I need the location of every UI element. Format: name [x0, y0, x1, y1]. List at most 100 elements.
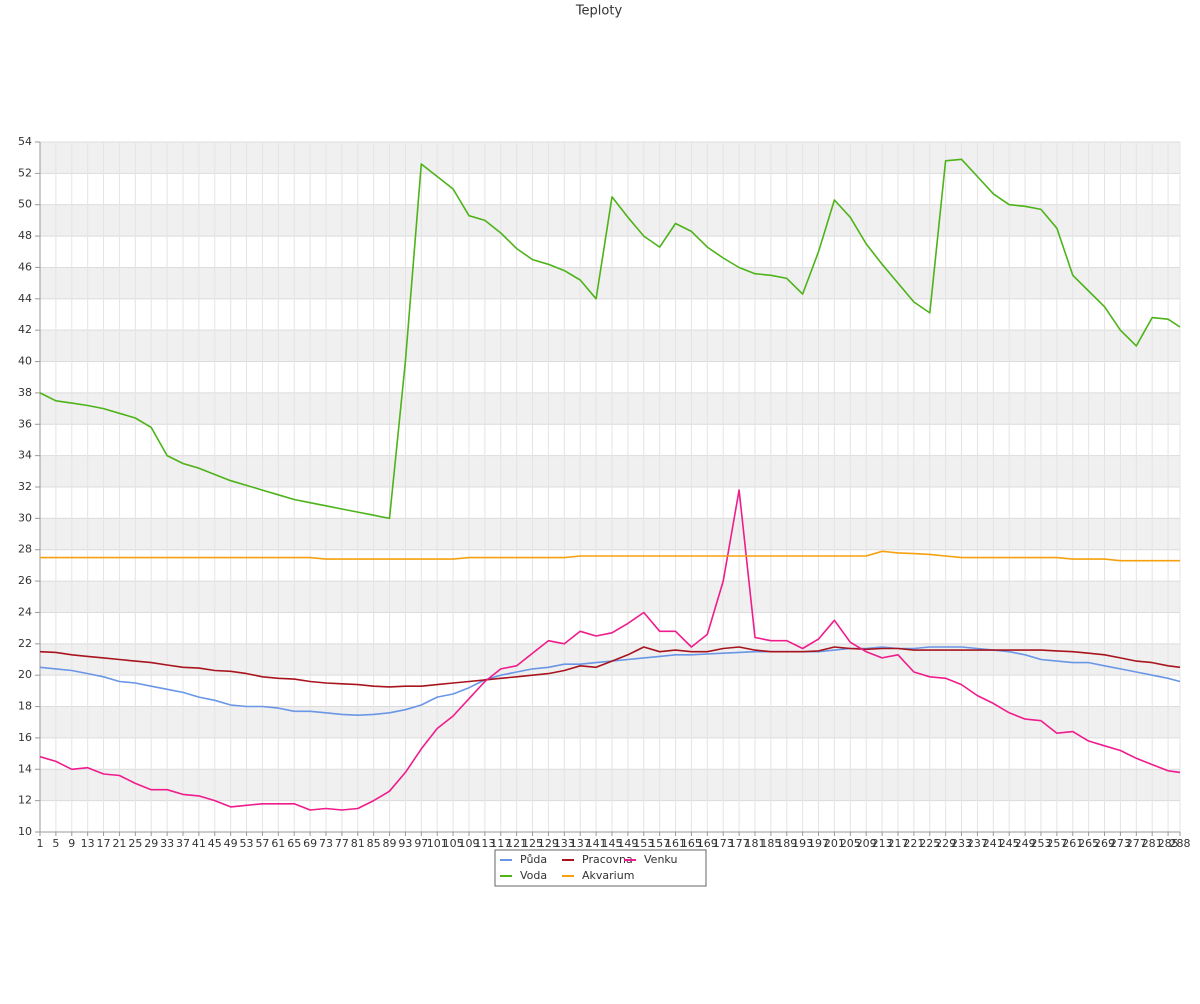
y-tick-label: 18	[18, 700, 32, 713]
series-line	[39, 158, 1181, 520]
y-tick-label: 42	[18, 323, 32, 336]
grid-band	[40, 142, 1180, 174]
x-tick-label: 265	[1078, 837, 1099, 850]
x-tick-label: 85	[367, 837, 381, 850]
grid-band	[40, 769, 1180, 801]
x-tick-label: 101	[427, 837, 448, 850]
legend-label: Venku	[644, 853, 677, 866]
y-tick-label: 34	[18, 449, 32, 462]
x-tick-label: 69	[303, 837, 317, 850]
x-tick-label: 193	[792, 837, 813, 850]
legend: Půda Pracovna Venku Voda Akvarium	[500, 853, 677, 882]
x-tick-label: 65	[287, 837, 301, 850]
legend-label: Akvarium	[582, 869, 634, 882]
x-tick-label: 213	[872, 837, 893, 850]
series-line	[40, 550, 1180, 562]
x-tick-label: 233	[951, 837, 972, 850]
bands	[40, 142, 1180, 801]
series-line	[39, 646, 1181, 688]
x-tick-label: 173	[713, 837, 734, 850]
y-tick-label: 10	[18, 825, 32, 838]
x-tick-label: 209	[856, 837, 877, 850]
grid-band	[40, 581, 1180, 613]
x-tick-label: 249	[1015, 837, 1036, 850]
x-tick-label: 141	[586, 837, 607, 850]
x-tick-label: 205	[840, 837, 861, 850]
y-tick-label: 48	[18, 229, 32, 242]
x-tick-label: 41	[192, 837, 206, 850]
grid-band	[40, 267, 1180, 299]
y-tick-label: 50	[18, 198, 32, 211]
grid-band	[40, 518, 1180, 550]
x-tick-label: 89	[383, 837, 397, 850]
series-line	[39, 489, 1181, 811]
labels: 10 12 14 16 18 20 22 24 26 28 30 32 34 36 38 40 42 44 46 48…	[18, 135, 1191, 850]
x-tick-label: 53	[240, 837, 254, 850]
x-tick-label: 165	[681, 837, 702, 850]
x-tick-label: 109	[458, 837, 479, 850]
x-tick-label: 253	[1030, 837, 1051, 850]
x-tick-label: 281	[1142, 837, 1163, 850]
y-tick-label: 28	[18, 543, 32, 556]
lines	[39, 158, 1181, 811]
x-tick-label: 153	[633, 837, 654, 850]
x-tick-label: 285	[1158, 837, 1179, 850]
x-tick-label: 17	[97, 837, 111, 850]
x-tick-label: 105	[443, 837, 464, 850]
y-tick-label: 26	[18, 574, 32, 587]
y-tick-label: 32	[18, 480, 32, 493]
x-tick-label: 185	[760, 837, 781, 850]
x-tick-label: 113	[474, 837, 495, 850]
x-tick-label: 125	[522, 837, 543, 850]
y-tick-label: 14	[18, 762, 32, 775]
x-tick-label: 61	[271, 837, 285, 850]
y-tick-label: 24	[18, 605, 32, 618]
x-tick-label: 261	[1062, 837, 1083, 850]
x-tick-label: 149	[617, 837, 638, 850]
legend-label: Pracovna	[582, 853, 633, 866]
x-tick-label: 197	[808, 837, 829, 850]
y-tick-label: 36	[18, 417, 32, 430]
x-tick-label: 81	[351, 837, 365, 850]
x-tick-label: 13	[81, 837, 95, 850]
x-tick-label: 73	[319, 837, 333, 850]
x-tick-label: 157	[649, 837, 670, 850]
x-tick-label: 189	[776, 837, 797, 850]
x-tick-label: 49	[224, 837, 238, 850]
legend-label: Voda	[520, 869, 547, 882]
x-tick-label: 177	[729, 837, 750, 850]
grid-band	[40, 330, 1180, 362]
x-tick-label: 273	[1110, 837, 1131, 850]
x-tick-label: 45	[208, 837, 222, 850]
x-tick-label: 5	[52, 837, 59, 850]
x-tick-label: 245	[999, 837, 1020, 850]
y-tick-label: 30	[18, 511, 32, 524]
x-tick-label: 137	[570, 837, 591, 850]
y-tick-label: 40	[18, 355, 32, 368]
x-tick-label: 57	[255, 837, 269, 850]
x-tick-label: 169	[697, 837, 718, 850]
legend-label: Půda	[520, 853, 547, 866]
y-tick-label: 38	[18, 386, 32, 399]
x-tick-label: 269	[1094, 837, 1115, 850]
y-tick-label: 22	[18, 637, 32, 650]
x-tick-label: 29	[144, 837, 158, 850]
x-tick-label: 1	[37, 837, 44, 850]
x-tick-label: 77	[335, 837, 349, 850]
grid-band	[40, 455, 1180, 487]
chart-title: Teploty	[575, 4, 623, 19]
y-tick-label: 52	[18, 166, 32, 179]
x-tick-label: 117	[490, 837, 511, 850]
y-tick-label: 44	[18, 292, 32, 305]
x-tick-label: 161	[665, 837, 686, 850]
x-tick-label: 288	[1170, 837, 1191, 850]
x-tick-label: 37	[176, 837, 190, 850]
x-tick-label: 229	[935, 837, 956, 850]
grid-band	[40, 392, 1180, 425]
x-tick-label: 241	[983, 837, 1004, 850]
x-tick-label: 97	[414, 837, 428, 850]
x-tick-label: 181	[744, 837, 765, 850]
x-tick-label: 237	[967, 837, 988, 850]
